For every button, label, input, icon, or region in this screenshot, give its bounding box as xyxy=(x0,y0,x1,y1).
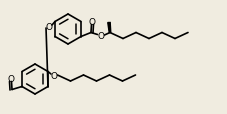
Text: O: O xyxy=(88,17,95,26)
Text: O: O xyxy=(50,71,57,80)
Polygon shape xyxy=(107,23,110,33)
Text: O: O xyxy=(7,74,15,83)
Text: O: O xyxy=(97,32,104,41)
Text: O: O xyxy=(45,23,52,32)
